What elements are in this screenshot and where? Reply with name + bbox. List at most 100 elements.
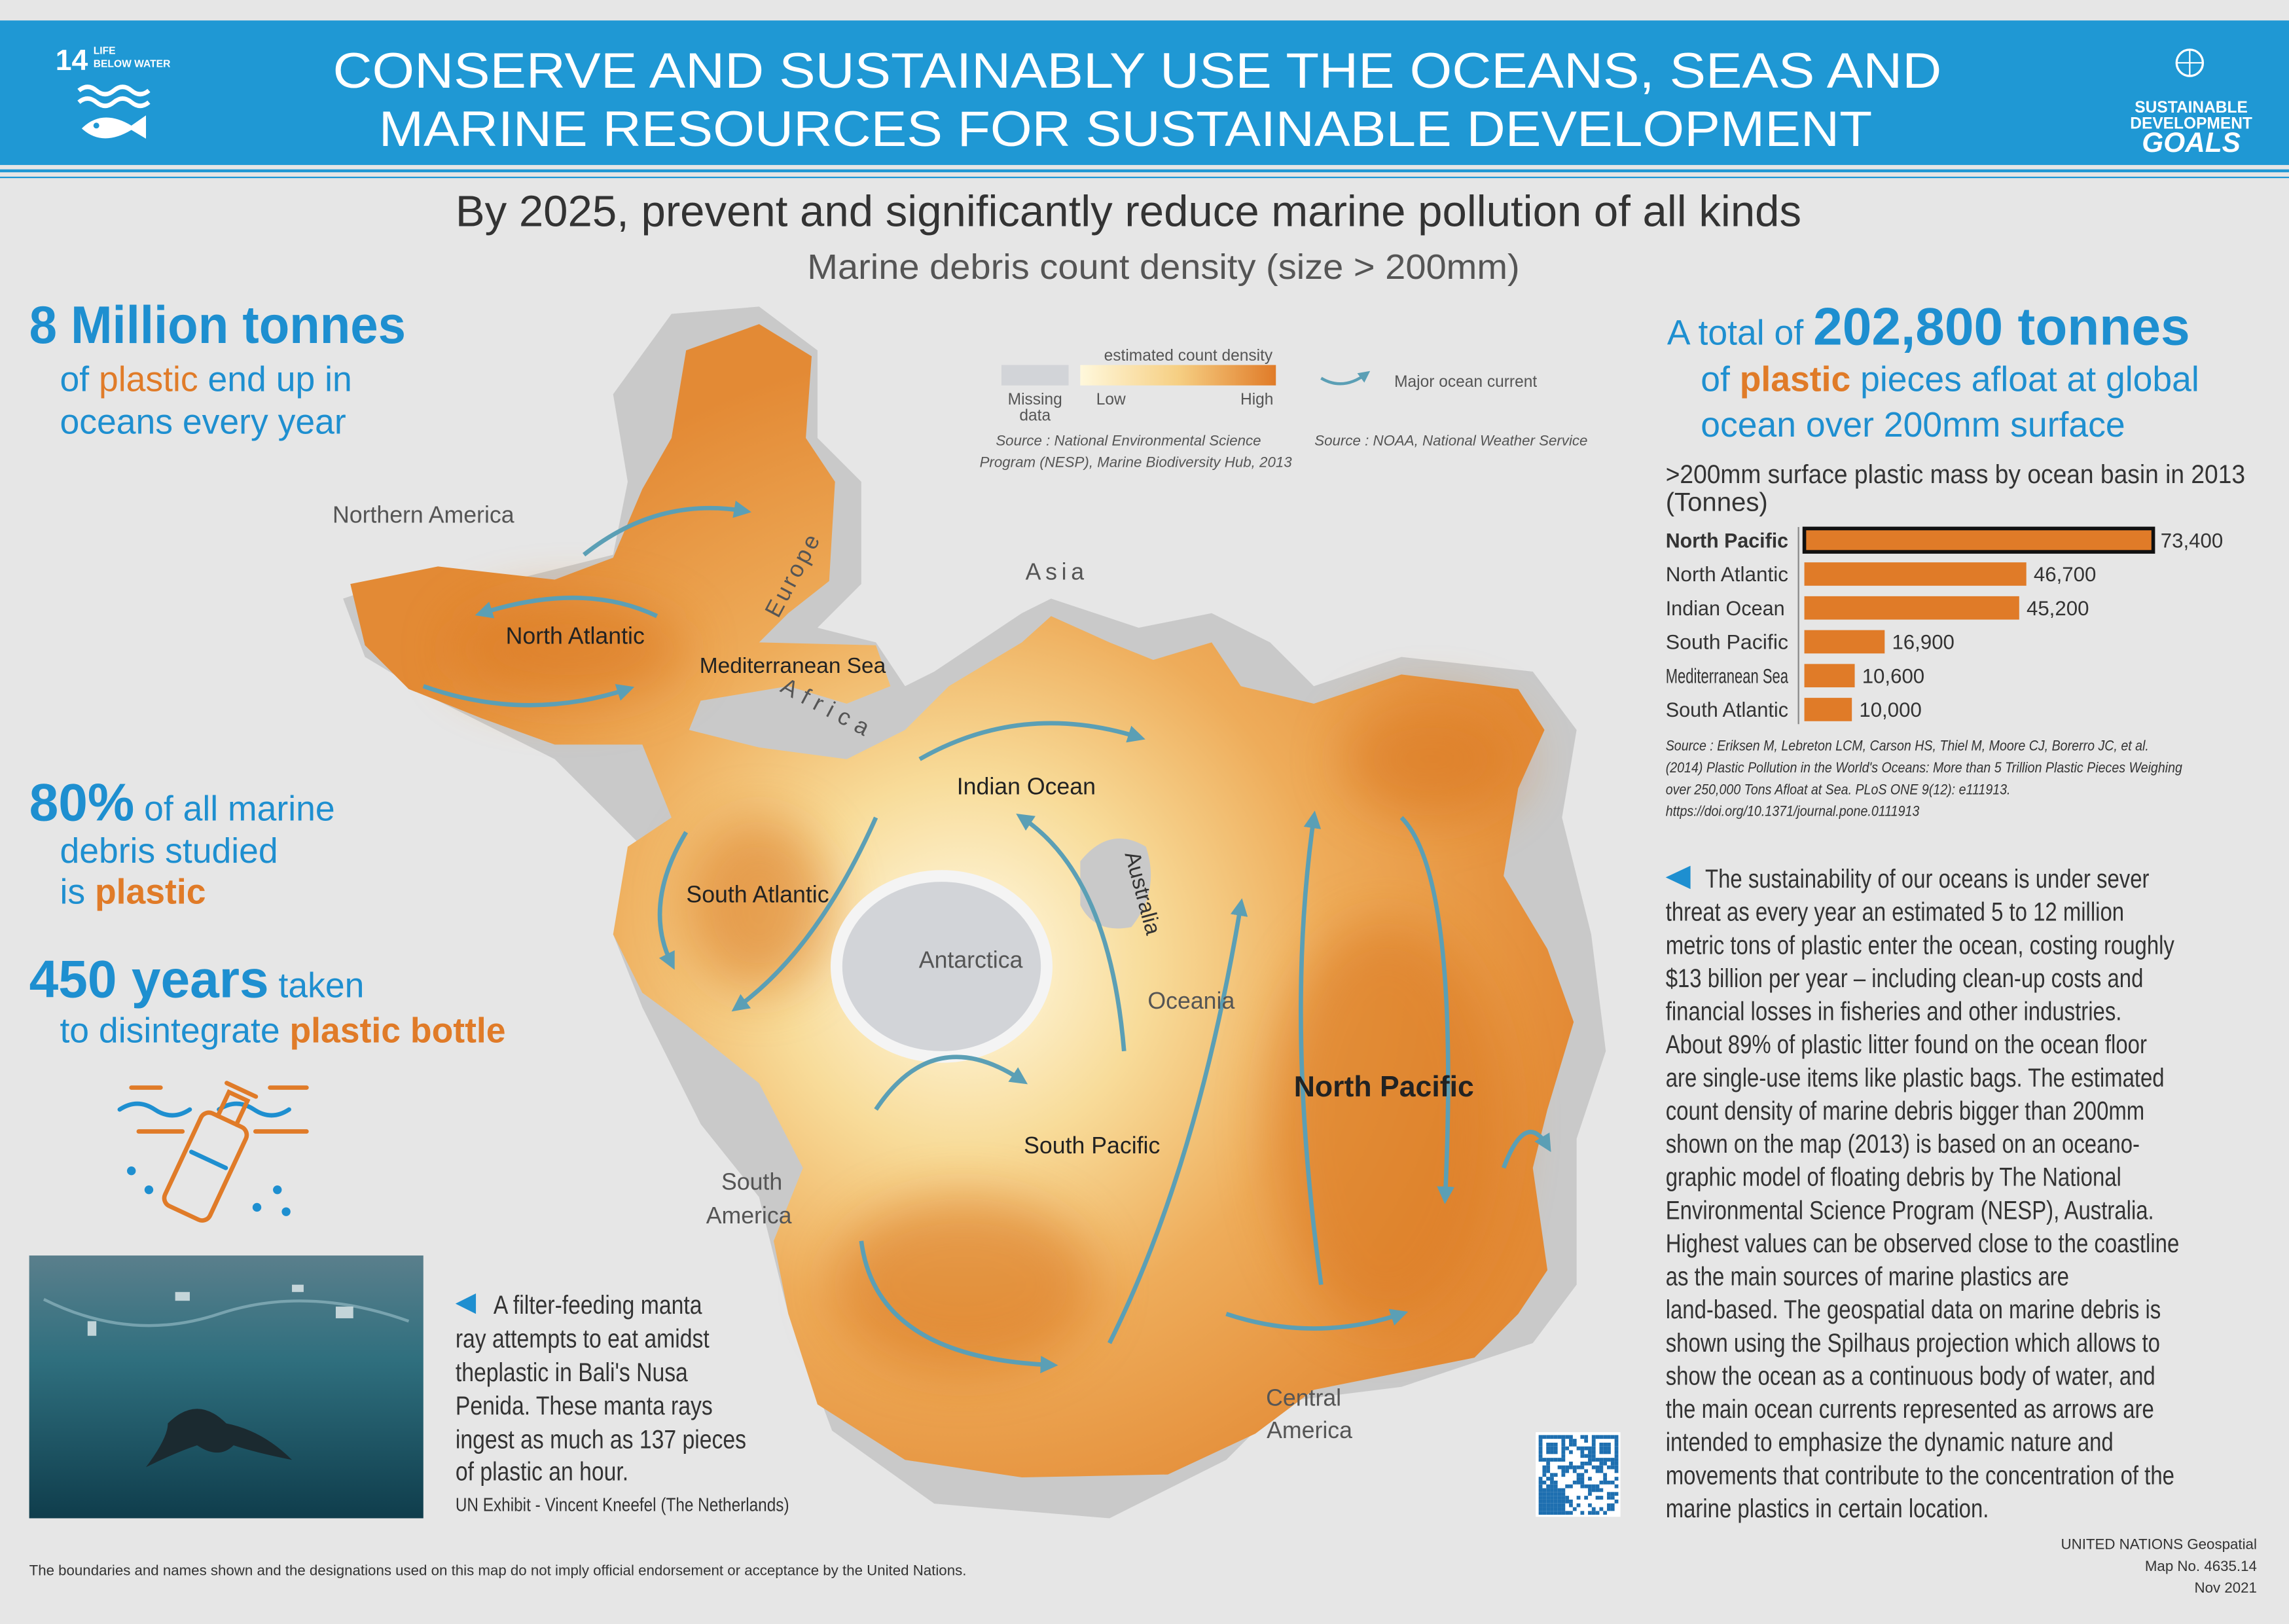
qr-module <box>1546 1484 1551 1489</box>
qr-module <box>1599 1480 1604 1485</box>
map-label: North Atlantic <box>506 623 645 649</box>
qr-module <box>1588 1454 1592 1458</box>
caption-line: ray attempts to eat amidst <box>456 1324 710 1353</box>
total-text: ocean over 200mm surface <box>1701 406 2125 444</box>
qr-module <box>1538 1492 1543 1496</box>
qr-module <box>1565 1446 1570 1451</box>
description-line: financial losses in fisheries and other … <box>1666 996 2122 1026</box>
qr-module <box>1546 1458 1551 1462</box>
qr-module <box>1584 1469 1589 1473</box>
qr-module <box>1580 1461 1585 1466</box>
qr-module <box>1538 1496 1543 1500</box>
qr-module <box>1546 1488 1551 1492</box>
qr-module <box>1576 1446 1581 1451</box>
rule <box>0 176 2289 179</box>
map-label: Oceania <box>1147 988 1235 1014</box>
facts: 8 Million tonnes of plastic end up in oc… <box>29 296 506 1050</box>
photo-caption: A filter-feeding manta ray attempts to e… <box>456 1290 789 1515</box>
qr-module <box>1550 1503 1554 1507</box>
currents <box>422 500 1551 1374</box>
map-label: South Atlantic <box>686 881 829 907</box>
qr-module <box>1557 1458 1562 1462</box>
qr-module <box>1584 1435 1589 1439</box>
qr-module <box>1542 1480 1547 1485</box>
qr-module <box>1614 1461 1619 1466</box>
qr-module <box>1546 1442 1551 1447</box>
qr-module <box>1561 1450 1566 1454</box>
qr-module <box>1603 1477 1608 1481</box>
qr-module <box>1580 1454 1585 1458</box>
qr-module <box>1614 1465 1619 1470</box>
qr-module <box>1561 1442 1566 1447</box>
density-ramp <box>1080 365 1276 386</box>
source-text: Source : NOAA, National Weather Service <box>1314 432 1587 448</box>
qr-module <box>1553 1507 1558 1511</box>
description-line: threat as every year an estimated 5 to 1… <box>1666 897 2124 927</box>
value-label: 10,600 <box>1862 664 1924 687</box>
qr-module <box>1542 1511 1547 1515</box>
qr-module <box>1607 1465 1611 1470</box>
map-legend: Missing data estimated count density Low… <box>980 347 1588 471</box>
qr-module <box>1603 1458 1608 1462</box>
source-text: Program (NESP), Marine Biodiversity Hub,… <box>980 454 1293 471</box>
qr-module <box>1584 1496 1589 1500</box>
qr-module <box>1576 1480 1581 1485</box>
qr-module <box>1557 1511 1562 1515</box>
qr-module <box>1565 1469 1570 1473</box>
description-line: Environmental Science Program (NESP), Au… <box>1666 1195 2154 1225</box>
qr-module <box>1576 1477 1581 1481</box>
total-text: A total of 202,800 tonnes <box>1667 297 2190 356</box>
chart-title: >200mm surface plastic mass by ocean bas… <box>1666 460 2245 489</box>
caption-line: theplastic in Bali's Nusa <box>456 1357 688 1386</box>
bar <box>1804 664 1855 688</box>
qr-module <box>1569 1442 1573 1447</box>
category-label: Mediterranean Sea <box>1666 664 1789 687</box>
qr-module <box>1550 1492 1554 1496</box>
qr-module <box>1591 1465 1596 1470</box>
qr-module <box>1542 1499 1547 1504</box>
description-line: as the main sources of marine plastics a… <box>1666 1261 2069 1291</box>
qr-module <box>1569 1484 1573 1489</box>
qr-module <box>1538 1454 1543 1458</box>
qr-module <box>1607 1442 1611 1447</box>
goal-name: LIFE <box>94 46 116 57</box>
qr-module <box>1588 1488 1592 1492</box>
qr-module <box>1580 1511 1585 1515</box>
qr-module <box>1607 1503 1611 1507</box>
qr-module <box>1553 1446 1558 1451</box>
qr-module <box>1576 1473 1581 1477</box>
description-line: metric tons of plastic enter the ocean, … <box>1666 930 2175 960</box>
qr-module <box>1584 1439 1589 1443</box>
disclaimer: The boundaries and names shown and the d… <box>29 1562 967 1578</box>
qr-module <box>1614 1469 1619 1473</box>
qr-module <box>1603 1461 1608 1466</box>
qr-module <box>1546 1435 1551 1439</box>
qr-module <box>1603 1446 1608 1451</box>
qr-module <box>1588 1458 1592 1462</box>
qr-module <box>1538 1446 1543 1451</box>
description-marker <box>1665 865 1691 890</box>
qr-module <box>1588 1477 1592 1481</box>
fact-text: is plastic <box>60 873 206 912</box>
bar-chart: >200mm surface plastic mass by ocean bas… <box>1666 460 2245 725</box>
qr-module <box>1538 1511 1543 1515</box>
qr-module <box>1550 1446 1554 1451</box>
qr-module <box>1580 1480 1585 1485</box>
qr-module <box>1542 1469 1547 1473</box>
qr-module <box>1591 1511 1596 1515</box>
qr-module <box>1557 1435 1562 1439</box>
qr-module <box>1599 1435 1604 1439</box>
source-line: over 250,000 Tons Afloat at Sea. PLoS ON… <box>1666 782 2011 797</box>
qr-module <box>1553 1503 1558 1507</box>
qr-module <box>1607 1458 1611 1462</box>
fact-headline: 8 Million tonnes <box>29 296 406 355</box>
map-label: America <box>706 1202 792 1229</box>
map-label: South Pacific <box>1024 1132 1160 1159</box>
qr-module <box>1599 1465 1604 1470</box>
qr-module <box>1557 1507 1562 1511</box>
fact-text: debris studied <box>60 832 278 871</box>
qr-module <box>1553 1473 1558 1477</box>
qr-module <box>1610 1507 1615 1511</box>
qr-module <box>1550 1450 1554 1454</box>
